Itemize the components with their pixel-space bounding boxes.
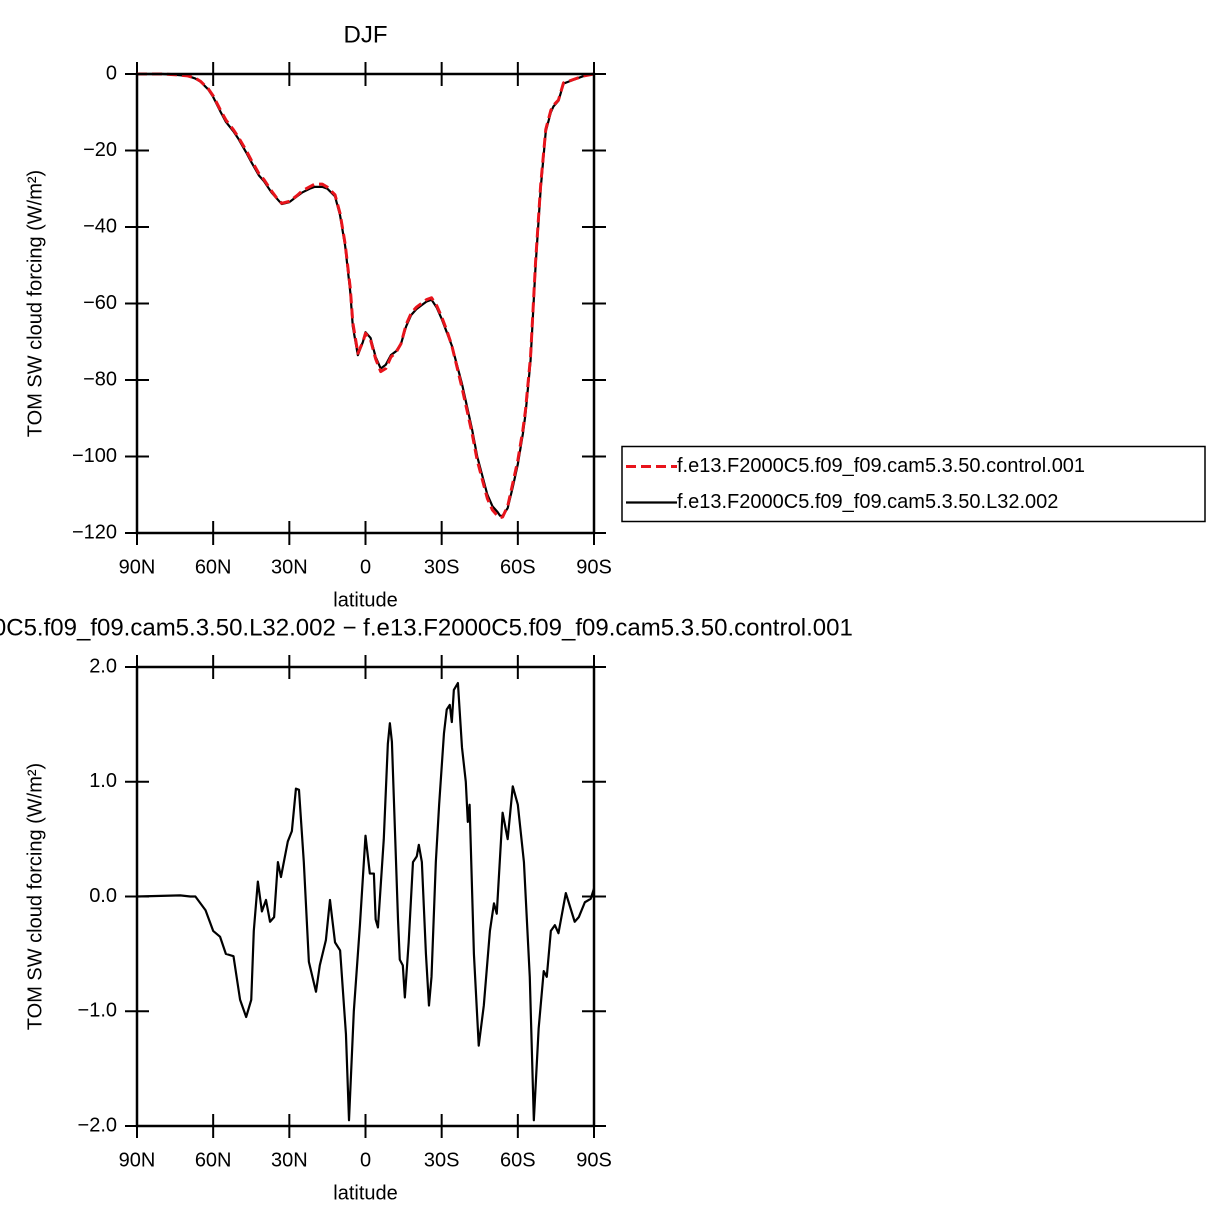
legend-label: f.e13.F2000C5.f09_f09.cam5.3.50.control.… (677, 455, 1085, 477)
y-tick-label: −2.0 (78, 1114, 117, 1136)
x-tick-label: 30S (424, 1149, 460, 1171)
chart-title: f.e13.F2000C5.f09_f09.cam5.3.50.L32.002 … (0, 614, 853, 641)
y-tick-label: 2.0 (89, 655, 117, 677)
x-tick-label: 90S (576, 1149, 612, 1171)
y-tick-label: 1.0 (89, 770, 117, 792)
legend-box (621, 445, 1206, 523)
x-tick-label: 30N (271, 1149, 308, 1171)
x-tick-label: 0 (360, 556, 371, 578)
x-tick-label: 60N (195, 1149, 232, 1171)
x-tick-label: 60S (500, 1149, 536, 1171)
y-tick-label: −80 (83, 368, 117, 390)
x-tick-label: 90N (119, 1149, 156, 1171)
data-line (136, 681, 596, 1122)
y-tick-label: −120 (72, 521, 117, 543)
y-tick-label: −1.0 (78, 1000, 117, 1022)
x-tick-label: 30S (424, 556, 460, 578)
y-tick-label: −40 (83, 215, 117, 237)
x-tick-label: 90N (119, 556, 156, 578)
plot-frame (135, 72, 596, 535)
x-axis-label: latitude (333, 1182, 398, 1204)
x-tick-label: 60S (500, 556, 536, 578)
x-tick-label: 60N (195, 556, 232, 578)
data-line (137, 72, 595, 520)
chart-title: DJF (344, 21, 388, 48)
x-tick-label: 90S (576, 556, 612, 578)
y-tick-label: −60 (83, 292, 117, 314)
legend-label: f.e13.F2000C5.f09_f09.cam5.3.50.L32.002 (677, 491, 1058, 513)
y-tick-label: −100 (72, 445, 117, 467)
x-axis-label: latitude (333, 589, 398, 611)
y-tick-label: −20 (83, 139, 117, 161)
plot-frame (135, 665, 596, 1128)
y-tick-label: 0 (106, 62, 117, 84)
y-axis-label: TOM SW cloud forcing (W/m²) (24, 763, 46, 1030)
x-tick-label: 30N (271, 556, 308, 578)
data-line (137, 72, 595, 517)
x-tick-label: 0 (360, 1149, 371, 1171)
y-tick-label: 0.0 (89, 885, 117, 907)
y-axis-label: TOM SW cloud forcing (W/m²) (24, 170, 46, 437)
